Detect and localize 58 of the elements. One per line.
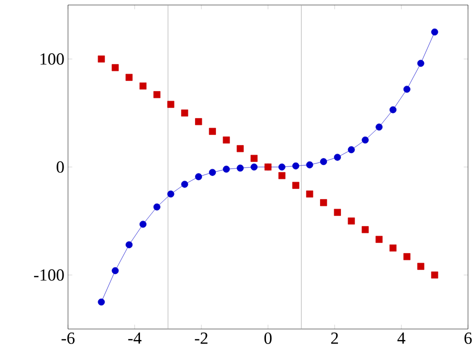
point (306, 190, 314, 198)
x-tick-label: -2 (194, 332, 208, 344)
x-tick-label: 2 (331, 332, 338, 344)
point (334, 208, 341, 216)
point (362, 226, 369, 234)
point (278, 164, 286, 170)
point (306, 161, 314, 168)
x-tick-label: -6 (62, 332, 75, 344)
point (236, 145, 244, 152)
point (98, 298, 105, 306)
point (390, 106, 396, 114)
point (334, 154, 341, 161)
y-tick-label: -100 (34, 269, 64, 281)
point (112, 64, 119, 72)
point (376, 236, 383, 243)
x-tick-label: -4 (128, 332, 142, 344)
point (208, 168, 216, 176)
point (431, 272, 438, 278)
point (278, 172, 286, 180)
point (292, 162, 300, 170)
point (236, 164, 244, 172)
point (181, 110, 188, 116)
point (348, 218, 355, 224)
point (431, 28, 438, 36)
point (140, 82, 146, 90)
point (126, 241, 133, 248)
point (195, 173, 202, 180)
point (153, 91, 160, 98)
point (250, 154, 258, 162)
point (126, 74, 133, 81)
x-tick-label: 4 (397, 332, 406, 344)
point (167, 190, 174, 198)
point (222, 136, 230, 144)
point (195, 118, 202, 126)
y-tick-label: 0 (56, 161, 64, 173)
y-tick-label: 100 (40, 53, 64, 65)
point (98, 56, 105, 62)
point (390, 244, 396, 252)
point (362, 136, 369, 144)
point (292, 182, 300, 189)
point (153, 203, 160, 210)
point (250, 164, 258, 170)
point (403, 86, 410, 93)
point (417, 60, 424, 67)
point (403, 253, 410, 260)
x-tick-label: 0 (264, 332, 272, 344)
point (140, 220, 146, 228)
point (208, 128, 216, 135)
point (348, 146, 355, 154)
point (320, 158, 328, 166)
point (376, 124, 383, 131)
point (167, 100, 174, 108)
point (181, 180, 188, 188)
point (320, 199, 328, 206)
x-tick-label: 6 (464, 332, 472, 344)
point (417, 262, 424, 270)
point (222, 166, 230, 173)
point (112, 267, 119, 274)
